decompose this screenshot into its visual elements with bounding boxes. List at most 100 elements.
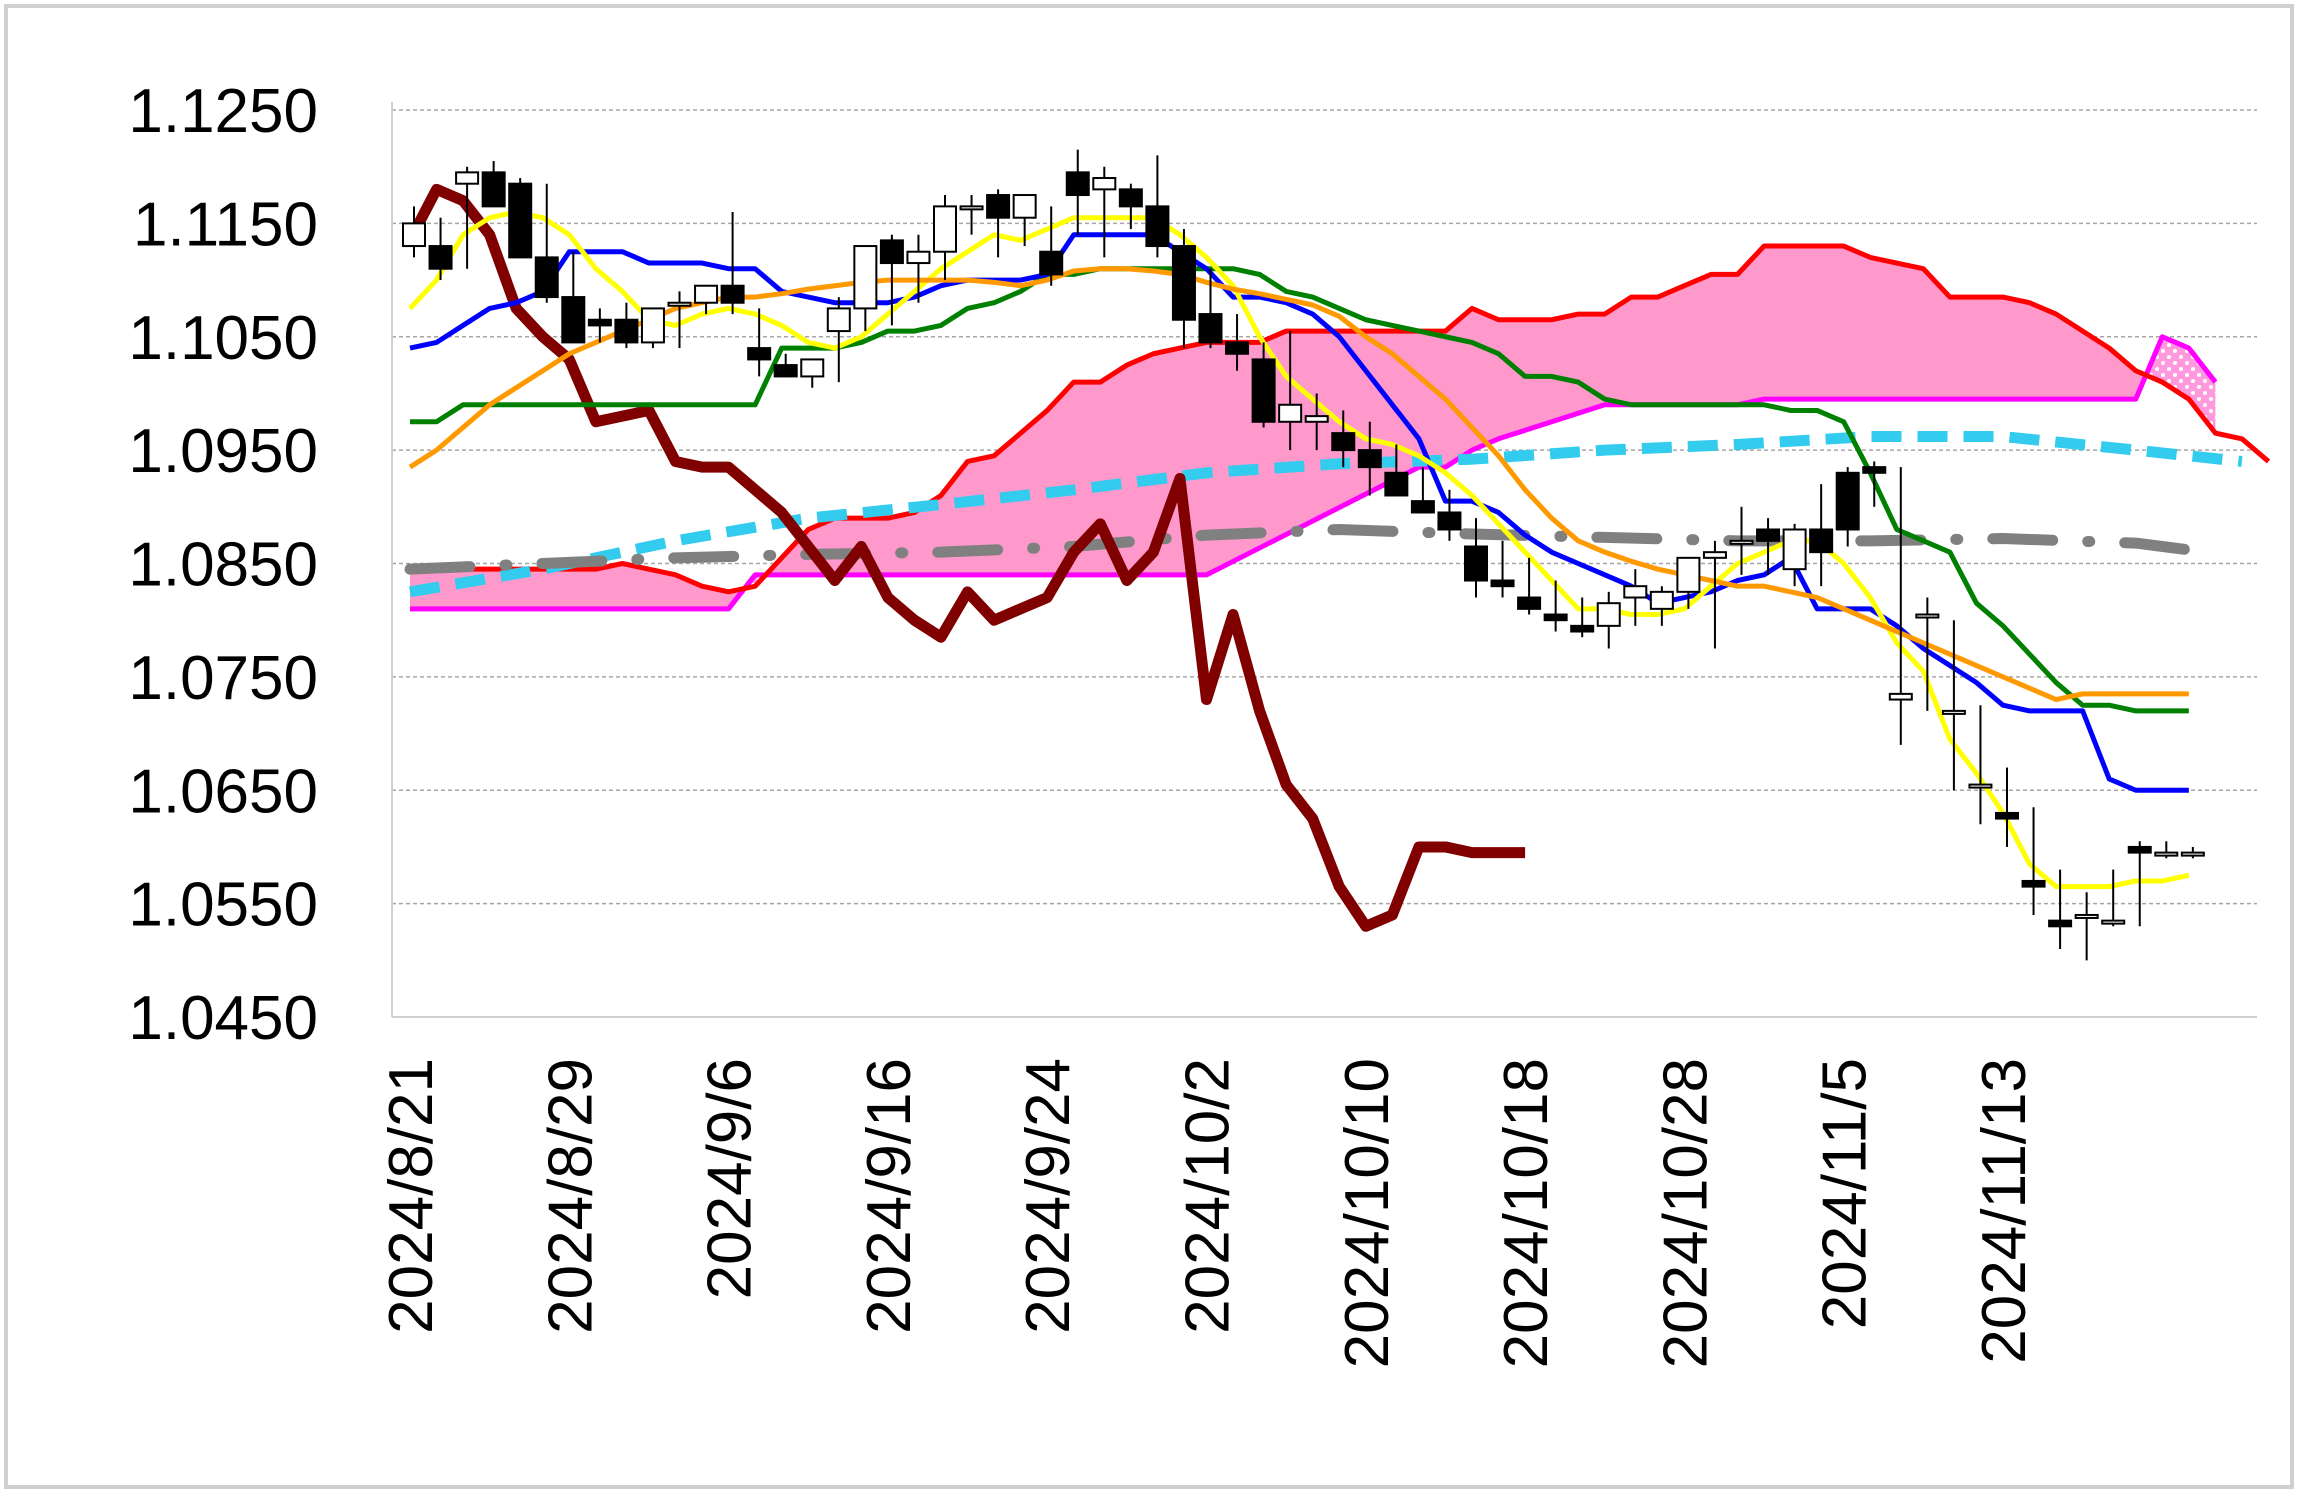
candle-body xyxy=(1596,602,1621,627)
candle-body xyxy=(1171,245,1196,321)
y-tick-label: 1.1050 xyxy=(128,304,318,373)
candle xyxy=(747,308,772,377)
candle xyxy=(1464,518,1488,598)
candle-body xyxy=(1464,545,1488,582)
y-tick-label: 1.0650 xyxy=(128,757,318,826)
y-tick-label: 1.0550 xyxy=(128,871,318,940)
candle xyxy=(1065,149,1090,235)
candle xyxy=(720,212,745,315)
candle-body xyxy=(1331,432,1356,452)
candle xyxy=(1968,705,1993,825)
candle xyxy=(800,358,825,388)
candle xyxy=(1039,206,1064,286)
candle xyxy=(933,195,957,281)
candle-body xyxy=(933,205,957,253)
candle-body xyxy=(1278,403,1303,423)
candle-body xyxy=(826,307,851,333)
candle-body xyxy=(402,222,426,248)
x-tick-label: 2024/9/16 xyxy=(855,1058,924,1334)
candle-body xyxy=(879,239,904,265)
candle xyxy=(2074,892,2099,961)
candle xyxy=(1410,467,1435,514)
candle xyxy=(2101,869,2126,927)
candle xyxy=(1862,461,1887,507)
green-line-line xyxy=(410,266,2189,714)
candle-body xyxy=(2074,913,2099,919)
candlesticks xyxy=(402,149,2205,961)
candle xyxy=(2048,869,2073,949)
candle-body xyxy=(587,318,612,327)
candle-body xyxy=(2021,879,2046,888)
candle xyxy=(1702,540,1727,649)
candle xyxy=(1490,540,1515,598)
candle-body xyxy=(1623,585,1648,599)
candle-body xyxy=(959,205,984,211)
candle xyxy=(1357,421,1382,496)
candle-body xyxy=(2101,919,2126,925)
candle xyxy=(1676,556,1701,609)
candle xyxy=(694,284,719,315)
candle-body xyxy=(986,194,1011,219)
kijun-line xyxy=(409,232,2189,793)
candle xyxy=(640,307,665,349)
candle xyxy=(1570,597,1595,638)
y-tick-label: 1.1150 xyxy=(133,190,318,259)
candle-body xyxy=(1702,551,1727,559)
candle xyxy=(1384,444,1409,497)
candle-body xyxy=(1888,692,1913,701)
candle-body xyxy=(1012,194,1037,219)
x-tick-label: 2024/9/24 xyxy=(1014,1058,1083,1334)
x-tick-label: 2024/10/18 xyxy=(1492,1058,1561,1368)
candle-body xyxy=(1145,205,1170,248)
candle-body xyxy=(667,301,692,307)
candle-body xyxy=(2048,919,2073,928)
x-tick-label: 2024/10/2 xyxy=(1174,1058,1243,1334)
candle-body xyxy=(1304,415,1329,423)
x-tick-label: 2024/8/29 xyxy=(536,1058,605,1334)
candle-body xyxy=(1437,511,1462,531)
candle-body xyxy=(481,171,506,208)
chart-frame xyxy=(4,4,2294,1489)
candle-body xyxy=(1039,250,1064,276)
candle-body xyxy=(1756,528,1781,542)
chikou-line xyxy=(405,183,1526,932)
candle-body xyxy=(1225,341,1250,355)
candle xyxy=(1145,155,1170,258)
candle-body xyxy=(1410,500,1435,514)
candle xyxy=(1623,569,1648,626)
cyan-dashed-line xyxy=(409,431,2243,598)
candle xyxy=(1543,580,1568,632)
candle xyxy=(402,206,426,258)
candle xyxy=(1171,229,1196,349)
candle xyxy=(1756,518,1781,575)
candle xyxy=(534,183,559,303)
candle-body xyxy=(1198,313,1223,344)
candle-body xyxy=(1490,579,1515,588)
candle-body xyxy=(508,182,533,259)
candle xyxy=(773,353,798,378)
candle-body xyxy=(1649,590,1674,610)
candle-body xyxy=(428,245,453,270)
candle xyxy=(1835,467,1860,547)
candle xyxy=(826,297,851,383)
axes: 1.0450 1.0550 1.0650 1.0750 1.0850 1.0950 1.10… xyxy=(128,77,2257,1368)
candle xyxy=(1331,410,1356,468)
candle-body xyxy=(534,256,559,299)
candle xyxy=(481,161,506,208)
candle xyxy=(1517,557,1542,615)
candle xyxy=(1809,484,1834,587)
candle-body xyxy=(1915,613,1940,619)
candle-body xyxy=(720,284,745,304)
candle-body xyxy=(1092,177,1117,191)
candle-body xyxy=(773,364,798,378)
candle xyxy=(959,195,984,235)
candle-body xyxy=(1118,188,1143,208)
candle xyxy=(455,166,480,269)
candle xyxy=(1198,268,1223,349)
x-tick-label: 2024/10/28 xyxy=(1651,1058,1720,1368)
candle-body xyxy=(2154,851,2179,857)
candle-body xyxy=(800,358,825,378)
candle-body xyxy=(694,284,719,304)
candle-body xyxy=(1384,471,1409,497)
